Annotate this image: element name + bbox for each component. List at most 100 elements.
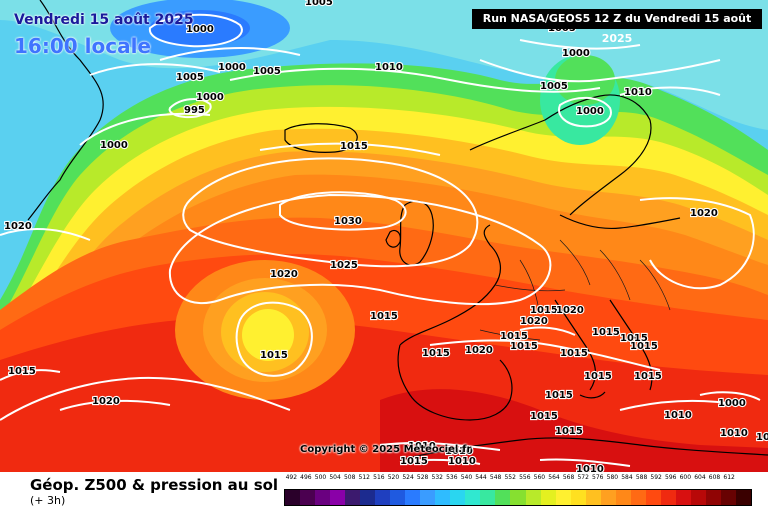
isobar-label: 1015: [422, 348, 450, 359]
isobar-1000-se: [699, 391, 761, 401]
isobar-label: 1015: [634, 371, 662, 382]
isobar-1015-italy: [519, 326, 576, 336]
isobar-1005-west: [89, 63, 221, 76]
isobar-1015-sahara: [399, 458, 481, 465]
isobar-label: 1015: [592, 327, 620, 338]
legend-tick-label: 516: [373, 474, 385, 481]
greenland-coast: [27, 0, 104, 221]
legend-swatch: [600, 490, 616, 505]
legend-tick-label: 552: [504, 474, 516, 481]
iberia-outline: [397, 344, 513, 421]
isobar-label: 1000: [218, 62, 246, 73]
isobar-label: 1020: [690, 208, 718, 219]
isobar-label: 1010: [720, 428, 748, 439]
isobar-label: 1010: [445, 446, 473, 457]
legend-swatch: [525, 490, 541, 505]
forecast-lead-time: (+ 3h): [30, 494, 66, 507]
isobar-label: 1010: [624, 87, 652, 98]
isobar-label: 1030: [334, 216, 362, 227]
isobar-label: 1005: [176, 72, 204, 83]
british-isles: [385, 200, 434, 266]
isobar-label: 1025: [330, 260, 358, 271]
isobar-label: 1010: [375, 62, 403, 73]
isobar-1015-north: [259, 142, 441, 156]
isobar-label: 1015: [630, 341, 658, 352]
legend-tick-label: 540: [460, 474, 473, 481]
baltic-coast: [559, 214, 681, 230]
legend-tick-label: 556: [519, 474, 531, 481]
legend-swatch: [630, 490, 646, 505]
isobar-label: 1015: [545, 390, 573, 401]
isobar-label: 1010: [408, 441, 436, 452]
isobar-995: [168, 98, 212, 119]
legend-swatch: [570, 490, 586, 505]
legend-tick-label: 532: [431, 474, 443, 481]
isobar-label: 1020: [270, 269, 298, 280]
legend-tick-label: 612: [723, 474, 735, 481]
isobar-1020-west: [0, 227, 91, 241]
legend-tick-label: 524: [402, 474, 414, 481]
legend-swatch: [450, 490, 466, 505]
isobar-label: 1010: [664, 410, 692, 421]
isobar-1000-west: [79, 112, 211, 146]
isobar-label: 1015: [370, 311, 398, 322]
legend-swatch: [660, 490, 676, 505]
balkans-coast: [609, 299, 653, 391]
legend-swatch: [615, 490, 631, 505]
isobar-1000-scand: [558, 96, 612, 128]
map-footer: Géop. Z500 & pression au sol (+ 3h) 492 4…: [0, 472, 768, 512]
isobar-label: 1015: [8, 366, 36, 377]
legend-swatch: [645, 490, 661, 505]
isobar-1015-west: [0, 376, 291, 421]
legend-swatch: [510, 490, 526, 505]
isobar-1020: [168, 193, 552, 306]
weather-map: 1005 1000 1005 1000 1005 1000 995 1000 1…: [0, 0, 768, 472]
legend-swatch: [405, 490, 421, 505]
cutoff-low-ring-4: [242, 309, 294, 361]
legend-swatch: [315, 490, 331, 505]
legend-swatch: [390, 490, 406, 505]
isobar-label: 1020: [4, 221, 32, 232]
isobar-1010-north: [229, 67, 601, 93]
isobar-label: 1000: [562, 48, 590, 59]
legend-swatch: [480, 490, 496, 505]
isobar-label: 1015: [584, 371, 612, 382]
legend-tick-label: 520: [387, 474, 400, 481]
z500-band-592: [380, 389, 768, 472]
isobar-label: 1010: [756, 432, 768, 443]
parameter-title: Géop. Z500 & pression au sol: [30, 476, 279, 494]
isobar-label: 1020: [465, 345, 493, 356]
legend-swatch: [285, 490, 301, 505]
legend-tick-label: 568: [562, 474, 575, 481]
isobar-label: 1000: [576, 106, 604, 117]
legend-tick-label: 608: [708, 474, 721, 481]
isobar-label: 1015: [555, 426, 583, 437]
legend-swatch: [330, 490, 346, 505]
coastlines: [27, 0, 768, 461]
isobar-label: 1000: [100, 140, 128, 151]
isobar-1020-east: [639, 197, 755, 290]
forecast-local-time: 16:00 locale: [14, 34, 151, 58]
legend-tick-label: 576: [592, 474, 604, 481]
legend-tick-label: 588: [635, 474, 648, 481]
legend-swatch: [690, 490, 706, 505]
iceland-coast: [284, 123, 358, 153]
legend-swatch: [360, 490, 376, 505]
isobar-label: 1010: [576, 464, 604, 472]
isobar-1000-northlow: [148, 13, 243, 48]
copyright-notice: Copyright © 2025 Meteociel.fr: [300, 444, 472, 455]
legend-tick-label: 548: [489, 474, 502, 481]
legend-tick-label: 592: [650, 474, 662, 481]
legend-tick-label: 492: [285, 474, 298, 481]
legend-swatch: [420, 490, 436, 505]
legend-swatch: [735, 490, 751, 505]
legend-tick-labels: 492 496 500 504 508 512 516 520 524 528 532 536 540 5…: [284, 474, 752, 486]
legend-tick-label: 500: [314, 474, 327, 481]
isobar-label: 995: [184, 105, 205, 116]
legend-tick-label: 560: [533, 474, 546, 481]
legend-swatch: [465, 490, 481, 505]
isobars: [0, 13, 761, 467]
isobar-label: 1015: [530, 411, 558, 422]
isobar-1030: [279, 191, 407, 231]
legend-tick-label: 512: [358, 474, 370, 481]
